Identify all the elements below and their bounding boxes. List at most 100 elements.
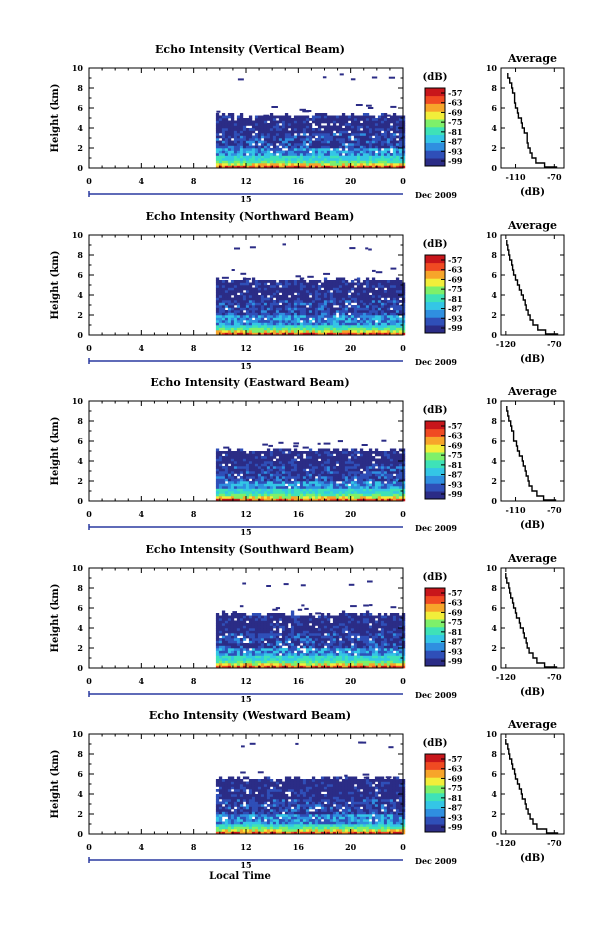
heatmap-cell — [266, 332, 271, 336]
heatmap-cell — [377, 481, 382, 484]
heatmap-cell — [374, 325, 379, 328]
heatmap-cell — [332, 448, 337, 452]
heatmap-cell — [380, 317, 385, 321]
heatmap-cell — [356, 115, 361, 119]
heatmap-cell — [320, 150, 325, 154]
heatmap-cell — [326, 458, 331, 462]
heatmap-cell — [341, 158, 346, 161]
heatmap-cell — [239, 468, 244, 472]
heatmap-cell — [221, 315, 226, 318]
heatmap-cell — [353, 163, 358, 166]
heatmap-cell — [221, 125, 226, 129]
heatmap-cell — [377, 280, 382, 283]
heatmap-cell — [230, 650, 235, 654]
heatmap-cell — [254, 165, 259, 169]
heatmap-cell — [272, 498, 277, 502]
heatmap-cell — [374, 123, 379, 126]
heatmap-cell — [380, 491, 385, 494]
heatmap-cell — [326, 143, 331, 146]
heatmap-cell — [362, 330, 367, 333]
heatmap-cell — [368, 297, 373, 301]
heatmap-cell — [245, 456, 250, 459]
y-tick-label: 4 — [77, 290, 83, 300]
heatmap-cell — [272, 466, 277, 469]
heatmap-cell — [248, 282, 253, 286]
heatmap-cell — [368, 466, 373, 469]
heatmap-cell — [338, 153, 343, 156]
heatmap-cell — [374, 130, 379, 134]
heatmap-cell — [359, 451, 364, 454]
heatmap-cell — [362, 125, 367, 129]
heatmap-cell — [263, 471, 268, 474]
heatmap-cell — [272, 312, 277, 316]
heatmap-cell — [317, 297, 322, 301]
heatmap-cell — [233, 135, 238, 139]
heatmap-cell — [380, 483, 385, 487]
heatmap-cell — [367, 107, 374, 109]
heatmap-cell — [392, 458, 397, 462]
heatmap-cell — [302, 300, 307, 303]
heatmap-cell — [287, 628, 292, 631]
heatmap-cell — [377, 468, 382, 472]
heatmap-cell — [317, 461, 322, 464]
heatmap-cell — [272, 125, 277, 129]
heatmap-cell — [275, 130, 280, 134]
heatmap-cell — [368, 140, 373, 144]
heatmap-cell — [284, 635, 289, 639]
heatmap-cell — [218, 163, 223, 166]
heatmap-cell — [221, 332, 226, 336]
heatmap-cell — [353, 330, 358, 333]
heatmap-cell — [359, 463, 364, 467]
heatmap-cell — [293, 620, 298, 624]
heatmap-cell — [263, 295, 268, 298]
heatmap-cell — [296, 653, 301, 656]
heatmap-cell — [242, 322, 247, 326]
heatmap-cell — [284, 125, 289, 129]
heatmap-cell — [236, 332, 241, 336]
heatmap-cell — [284, 456, 289, 459]
heatmap-cell — [218, 640, 223, 644]
heatmap-cell — [359, 287, 364, 291]
heatmap-cell — [383, 473, 388, 477]
heatmap-cell — [227, 148, 232, 151]
heatmap-cell — [368, 280, 373, 283]
heatmap-cell — [275, 310, 280, 313]
heatmap-cell — [326, 133, 331, 136]
heatmap-cell — [344, 120, 349, 124]
heatmap-cell — [335, 330, 340, 333]
heatmap-cell — [401, 285, 406, 288]
heatmap-cell — [269, 451, 274, 454]
heatmap-cell — [326, 496, 331, 499]
heatmap-cell — [389, 287, 394, 291]
heatmap-cell — [215, 623, 220, 626]
heatmap-cell — [299, 150, 304, 154]
heatmap-cell — [251, 155, 256, 159]
heatmap-cell — [221, 613, 226, 616]
heatmap-cell — [380, 325, 385, 328]
heatmap-cell — [338, 471, 343, 474]
heatmap-cell — [239, 332, 244, 336]
heatmap-cell — [296, 287, 301, 291]
heatmap-cell — [272, 150, 277, 154]
heatmap-cell — [230, 633, 235, 636]
heatmap-cell — [242, 466, 247, 469]
heatmap-cell — [299, 476, 304, 479]
heatmap-cell — [260, 486, 265, 489]
heatmap-cell — [248, 476, 253, 479]
heatmap-cell — [263, 615, 268, 619]
heatmap-cell — [290, 615, 295, 619]
heatmap-cell — [317, 317, 322, 321]
heatmap-cell — [323, 453, 328, 457]
heatmap-cell — [233, 458, 238, 462]
heatmap-cell — [317, 290, 322, 293]
heatmap-cell — [284, 330, 289, 333]
heatmap-cell — [218, 633, 223, 636]
heatmap-cell — [377, 453, 382, 457]
heatmap-cell — [329, 322, 334, 326]
heatmap-cell — [263, 150, 268, 154]
heatmap-cell — [350, 325, 355, 328]
heatmap-cell — [341, 320, 346, 323]
heatmap-cell — [251, 643, 256, 646]
heatmap-cell — [239, 458, 244, 462]
heatmap-cell — [296, 150, 301, 154]
